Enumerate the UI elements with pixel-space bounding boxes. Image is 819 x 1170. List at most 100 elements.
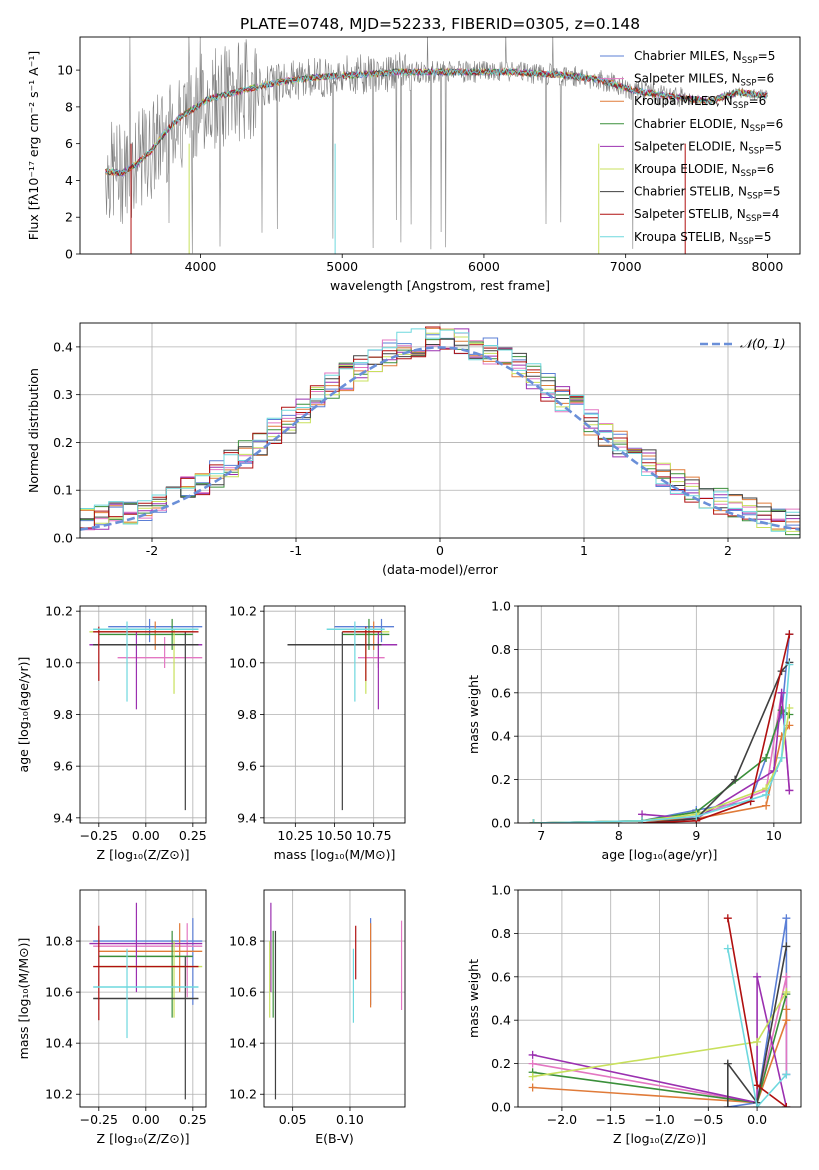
y-tick-label: 9.8 bbox=[237, 707, 257, 722]
y-tick-label: 0.0 bbox=[491, 816, 511, 831]
plot-area bbox=[528, 914, 791, 1107]
grid bbox=[518, 889, 801, 1108]
legend-tail: =4 bbox=[762, 207, 780, 221]
series-marker bbox=[723, 944, 732, 953]
x-tick-label: 0.0 bbox=[747, 1112, 767, 1127]
series-marker bbox=[529, 819, 538, 823]
x-tick-label: −0.25 bbox=[80, 828, 118, 843]
errorbar-kroupa-miles bbox=[98, 923, 203, 993]
x-tick-label: 0.00 bbox=[132, 828, 160, 843]
x-tick-label: 6000 bbox=[468, 259, 500, 274]
legend-sub: SSP bbox=[742, 56, 758, 66]
x-tick-label: 0.00 bbox=[132, 1112, 160, 1127]
x-tick-label: 7 bbox=[537, 828, 545, 843]
series-marker bbox=[753, 1103, 762, 1107]
series-chabrier-stelib bbox=[723, 942, 791, 1107]
series-marker bbox=[777, 753, 786, 762]
y-axis-label: mass [log₁₀(M/M⊙)] bbox=[16, 938, 31, 1060]
errorbar-salpeter-miles bbox=[93, 923, 203, 998]
series-marker bbox=[782, 987, 791, 996]
y-tick-label: 0.0 bbox=[53, 531, 73, 546]
series-line bbox=[533, 707, 791, 823]
series-line bbox=[727, 946, 788, 1107]
x-tick-label: −0.5 bbox=[693, 1112, 723, 1127]
axes-frame bbox=[517, 889, 802, 1108]
x-tick-label: 4000 bbox=[185, 259, 217, 274]
model-spectrum-kroupa-stelib bbox=[105, 67, 768, 176]
y-axis-label: mass weight bbox=[466, 959, 481, 1038]
legend-tail: =6 bbox=[766, 117, 784, 131]
panel-mass_vs_ebv: 0.05 0.10 10.2 10.4 10.6 10.8 E(B-V) bbox=[229, 889, 406, 1146]
x-tick-label: 0.10 bbox=[336, 1112, 364, 1127]
y-tick-label: 0.1 bbox=[53, 483, 73, 498]
series-kroupa-stelib bbox=[723, 944, 791, 1107]
x-tick-label: -1 bbox=[290, 543, 302, 558]
y-axis-label: mass weight bbox=[466, 675, 481, 754]
x-tick-label: 10.50 bbox=[317, 828, 353, 843]
errorbar-salpeter-miles bbox=[358, 637, 385, 668]
y-tick-label: 10.8 bbox=[229, 934, 257, 949]
series-kroupa-elodie bbox=[528, 987, 791, 1081]
legend-label: Chabrier MILES, NSSP=5 bbox=[634, 49, 775, 66]
series-marker bbox=[782, 972, 791, 981]
series-line bbox=[642, 634, 791, 823]
plot-area bbox=[287, 618, 398, 811]
series-marker bbox=[782, 1005, 791, 1014]
legend-label: Chabrier ELODIE, NSSP=6 bbox=[634, 117, 783, 134]
legend-label: Kroupa STELIB, NSSP=5 bbox=[634, 230, 772, 247]
x-tick-label: −1.0 bbox=[644, 1112, 674, 1127]
series-marker bbox=[746, 797, 755, 806]
errorbar-salpeter-stelib bbox=[93, 925, 199, 1021]
errorbar-salpeter-elodie bbox=[89, 902, 203, 993]
series-marker bbox=[723, 1103, 732, 1107]
series-marker bbox=[528, 1050, 537, 1059]
errorbar-chabrier-stelib bbox=[93, 631, 199, 811]
grid bbox=[264, 606, 405, 823]
series-marker bbox=[762, 753, 771, 762]
panel-residuals: -2 -1 0 1 2 0.0 0.1 0.2 0.3 0.4 (data-model)/error… bbox=[26, 322, 801, 577]
grid bbox=[264, 890, 405, 1107]
y-tick-label: 0.2 bbox=[491, 772, 511, 787]
panel-mass_vs_Z: −0.25 0.00 0.25 10.2 10.4 10.6 10.8 Z [log₁₀(Z/… bbox=[16, 889, 207, 1146]
x-tick-label: 8 bbox=[615, 828, 623, 843]
y-tick-label: 9.6 bbox=[53, 759, 73, 774]
plot-area bbox=[89, 618, 203, 811]
legend-tail: =5 bbox=[754, 230, 772, 244]
x-tick-label: 0.05 bbox=[279, 1112, 307, 1127]
axes-frame bbox=[263, 889, 406, 1108]
y-tick-label: 10.6 bbox=[229, 985, 257, 1000]
y-tick-label: 0.2 bbox=[53, 435, 73, 450]
legend: Chabrier MILES, NSSP=5 Salpeter MILES, NS… bbox=[600, 49, 783, 247]
grid bbox=[80, 323, 800, 539]
series-marker bbox=[762, 790, 771, 799]
x-tick-label: −2.0 bbox=[547, 1112, 577, 1127]
errorbar-kroupa-elodie bbox=[89, 629, 193, 694]
legend-sub: SSP bbox=[733, 101, 749, 111]
x-axis-label: age [log₁₀(age/yr)] bbox=[602, 847, 718, 862]
legend-tail: =6 bbox=[756, 72, 774, 86]
plot-area bbox=[105, 37, 768, 254]
series-marker bbox=[638, 816, 647, 823]
series-chabrier-elodie bbox=[529, 706, 794, 823]
axes-frame bbox=[79, 322, 801, 539]
series-line bbox=[727, 948, 787, 1107]
series-marker bbox=[782, 1103, 791, 1107]
x-axis-label: Z [log₁₀(Z/Z⊙)] bbox=[613, 1131, 706, 1146]
series-marker bbox=[528, 1059, 537, 1068]
y-tick-label: 1.0 bbox=[491, 599, 511, 614]
x-tick-label: 1 bbox=[580, 543, 588, 558]
y-axis-label: Flux [fλ10⁻¹⁷ erg cm⁻² s⁻¹ A⁻¹] bbox=[26, 51, 41, 240]
axes-frame bbox=[79, 36, 801, 255]
series-marker bbox=[723, 914, 732, 923]
series-marker bbox=[777, 706, 786, 715]
series-marker bbox=[785, 630, 794, 639]
y-tick-label: 0.6 bbox=[491, 969, 511, 984]
series-marker bbox=[782, 914, 791, 923]
y-tick-label: 9.8 bbox=[53, 707, 73, 722]
axes-frame bbox=[79, 889, 207, 1108]
y-tick-label: 8 bbox=[65, 99, 73, 114]
legend-tail: =6 bbox=[749, 94, 767, 108]
series-marker bbox=[785, 703, 794, 712]
x-tick-label: 5000 bbox=[326, 259, 358, 274]
legend-tail: =5 bbox=[763, 185, 781, 199]
